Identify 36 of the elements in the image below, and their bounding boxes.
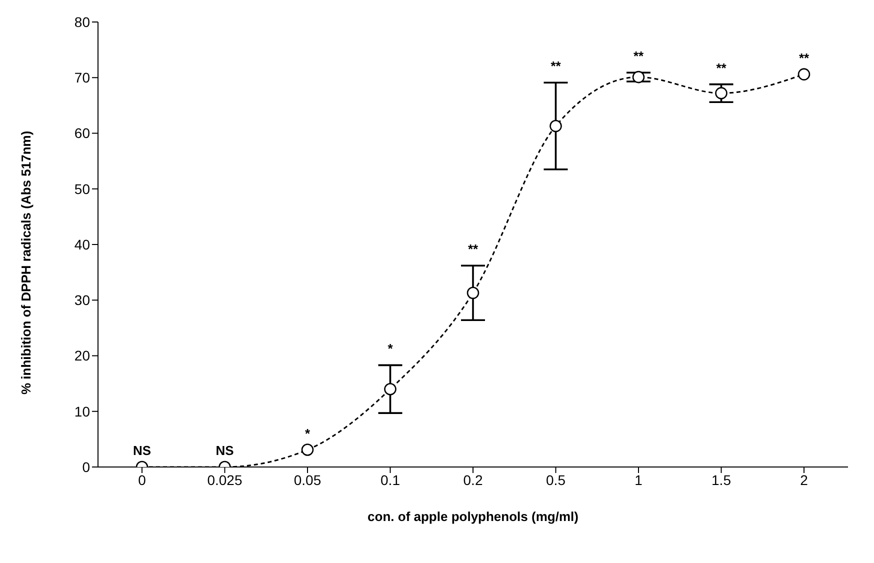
annotation: * (388, 341, 394, 356)
point (384, 382, 396, 396)
annotation: ** (633, 48, 644, 64)
annotation: NS (216, 443, 234, 458)
point (301, 444, 314, 456)
y-tick-label: 80 (74, 14, 90, 30)
y-tick-label: 0 (82, 458, 90, 475)
x-tick-label: 0.5 (546, 472, 566, 488)
x-tick-label: 0 (138, 472, 146, 488)
y-tick-label: 50 (74, 180, 90, 197)
annotation: ** (550, 58, 562, 74)
y-axis-title: % inhibition of DPPH radicals (Abs 517nm) (18, 130, 34, 394)
x-tick-label: 0.025 (207, 472, 242, 488)
y-tick-label: 20 (74, 348, 90, 364)
x-tick-label: 1 (634, 472, 643, 488)
point (466, 286, 480, 300)
x-tick-label: 0.05 (294, 472, 322, 488)
point (550, 120, 562, 132)
y-tick-label: 60 (74, 125, 90, 142)
annotation: NS (132, 443, 152, 458)
x-axis-title: con. of apple polyphenols (mg/ml) (368, 509, 578, 524)
annotation: ** (716, 60, 728, 76)
y-tick-label: 40 (74, 236, 90, 252)
annotation: ** (798, 50, 810, 66)
annotation: ** (468, 242, 479, 257)
point (632, 70, 645, 84)
x-tick-label: 0.1 (380, 472, 400, 488)
x-tick-label: 1.5 (712, 472, 732, 488)
x-tick-label: 0.2 (463, 472, 483, 488)
y-tick-label: 10 (74, 403, 90, 420)
y-tick-label: 70 (74, 70, 90, 86)
point (798, 68, 810, 80)
annotation: * (304, 426, 311, 441)
x-tick-label: 2 (800, 472, 808, 488)
y-tick-label: 30 (74, 292, 90, 308)
point (715, 87, 728, 100)
